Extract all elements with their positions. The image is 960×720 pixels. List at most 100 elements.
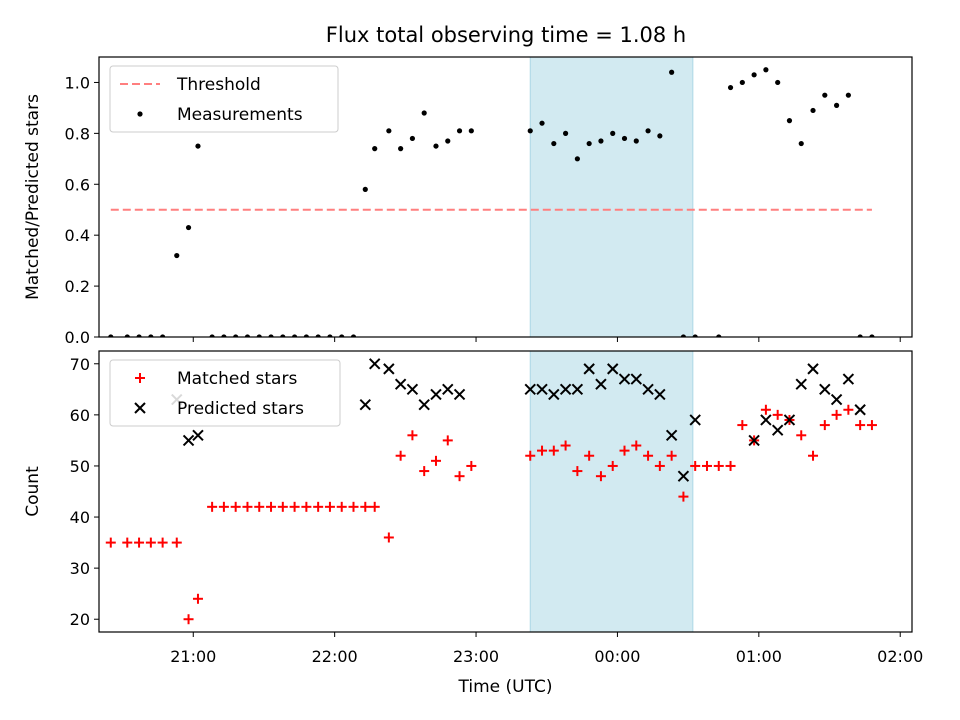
measurement-point xyxy=(833,102,840,108)
matched-star-point xyxy=(831,409,842,420)
matched-star-point xyxy=(407,430,418,441)
legend-label: Matched stars xyxy=(177,369,297,389)
matched-star-point xyxy=(631,440,642,451)
measurement-point xyxy=(621,135,628,142)
measurement-point xyxy=(798,140,804,147)
matched-star-point xyxy=(737,420,748,431)
matched-star-point xyxy=(348,501,359,512)
measurement-point xyxy=(574,156,580,162)
matched-star-point xyxy=(145,537,156,548)
predicted-star-point xyxy=(654,388,666,401)
axes-frame xyxy=(98,350,913,633)
predicted-star-point xyxy=(677,470,690,482)
matched-star-point xyxy=(442,435,453,446)
matched-star-point xyxy=(207,501,218,512)
predicted-star-point xyxy=(760,414,772,426)
predicted-star-point xyxy=(418,398,430,411)
marks-layer xyxy=(108,67,875,337)
predicted-star-point xyxy=(819,383,831,396)
measurement-point xyxy=(539,120,545,126)
measurement-point xyxy=(174,252,180,259)
measurement-point xyxy=(845,92,851,98)
predicted-star-point xyxy=(783,414,796,426)
measurement-point xyxy=(372,146,378,152)
predicted-star-point xyxy=(369,358,381,370)
matched-star-point xyxy=(525,450,536,461)
matched-star-point xyxy=(105,537,116,548)
measurement-point xyxy=(421,110,427,116)
matched-star-point xyxy=(183,614,194,625)
measurement-point xyxy=(244,334,251,337)
legend: Threshold Measurements xyxy=(109,65,339,133)
predicted-star-point xyxy=(182,434,195,447)
y-tick-label: 60 xyxy=(70,406,90,425)
y-tick-label: 0.4 xyxy=(65,226,90,245)
legend-label: Measurements xyxy=(177,105,303,125)
matched-star-point xyxy=(843,404,854,415)
y-tick-label: 20 xyxy=(70,610,90,629)
measurement-point xyxy=(822,92,828,98)
matched-star-point xyxy=(560,440,571,451)
top-panel: 0.0 0.2 0.4 0.6 0.8 1.0 Matched/Predicted star… xyxy=(23,56,913,347)
matched-star-point xyxy=(254,501,265,512)
legend-predicted-key xyxy=(134,402,146,414)
matched-star-point xyxy=(419,466,430,477)
measurement-point xyxy=(195,143,201,149)
matched-star-point xyxy=(157,537,168,548)
predicted-star-point xyxy=(689,414,701,426)
predicted-star-point xyxy=(630,373,642,385)
measurement-point xyxy=(633,138,639,144)
predicted-star-point xyxy=(430,388,442,401)
matched-star-point xyxy=(266,501,277,512)
legend-box xyxy=(109,65,339,133)
matched-star-point xyxy=(230,501,241,512)
measurement-point xyxy=(303,334,309,337)
x-axis-label: Time (UTC) xyxy=(458,677,553,697)
y-axis-label: Count xyxy=(23,466,43,517)
predicted-star-point xyxy=(618,373,631,385)
matched-star-point xyxy=(324,501,335,512)
measurement-point xyxy=(727,84,734,91)
measurement-point xyxy=(751,72,757,78)
measurement-point xyxy=(409,135,416,142)
matched-star-point xyxy=(277,501,288,512)
matched-star-point xyxy=(383,532,394,543)
predicted-star-point xyxy=(607,363,619,375)
predicted-star-point xyxy=(559,383,572,396)
matched-star-point xyxy=(701,460,712,471)
measurement-point xyxy=(362,186,368,192)
y-tick-label: 0.0 xyxy=(65,328,90,347)
y-tick-label: 0.2 xyxy=(65,277,90,296)
y-tick-label: 1.0 xyxy=(65,73,90,92)
matched-star-point xyxy=(584,450,595,461)
measurement-point xyxy=(645,128,651,134)
measurement-point xyxy=(185,224,192,231)
predicted-star-point xyxy=(406,383,419,396)
matched-star-point xyxy=(369,501,380,512)
matched-star-point xyxy=(654,460,665,471)
measurement-point xyxy=(339,334,345,337)
measurement-point xyxy=(386,128,392,134)
measurement-point xyxy=(562,130,569,136)
matched-star-point xyxy=(866,420,877,431)
predicted-star-point xyxy=(548,388,560,401)
matched-star-point xyxy=(548,445,559,456)
predicted-star-point xyxy=(842,373,855,385)
predicted-star-point xyxy=(795,378,807,390)
measurement-point xyxy=(775,79,781,86)
measurement-point xyxy=(468,128,474,134)
measurement-point xyxy=(610,130,616,136)
measurement-point xyxy=(598,138,604,144)
matched-star-point xyxy=(171,537,182,548)
measurement-point xyxy=(233,334,239,337)
predicted-star-point xyxy=(394,378,407,390)
measurement-point xyxy=(108,334,114,337)
measurement-point xyxy=(657,133,663,139)
measurement-point xyxy=(433,143,439,149)
figure-title: Flux total observing time = 1.08 h xyxy=(326,23,686,47)
measurement-point xyxy=(716,334,722,337)
x-tick-label: 02:00 xyxy=(877,647,923,666)
predicted-star-point xyxy=(830,393,843,406)
predicted-star-point xyxy=(192,429,204,442)
